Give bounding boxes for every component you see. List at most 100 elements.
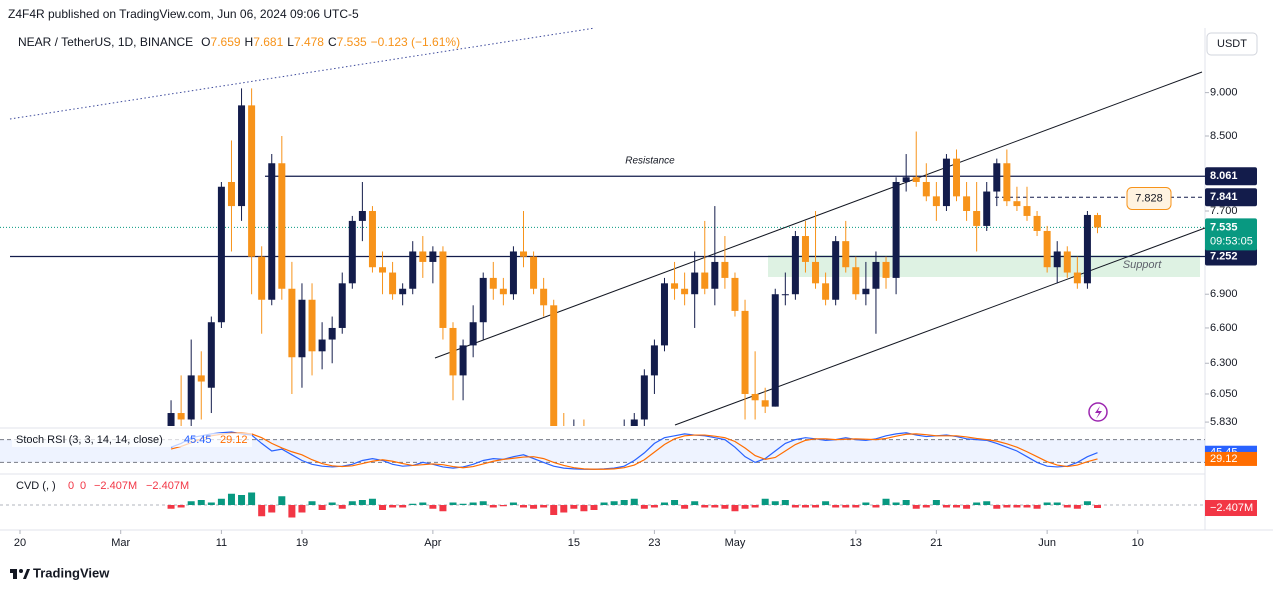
candle-body (953, 158, 961, 197)
candle-body (822, 283, 830, 300)
x-tick-label: Apr (424, 537, 441, 549)
candle-body (419, 251, 427, 262)
cvd-last-label: −2.407M (1210, 502, 1253, 514)
candle-body (701, 272, 709, 289)
candle-body (751, 393, 759, 401)
y-tick-label: 6.900 (1210, 288, 1238, 300)
candle-body (761, 400, 769, 407)
cvd-bar (741, 505, 749, 509)
cvd-bar (691, 501, 699, 505)
candle-body (650, 345, 658, 376)
candle-body (912, 177, 920, 182)
candle-body (1013, 201, 1021, 207)
currency-box[interactable] (1206, 32, 1258, 56)
level-label: 7.841 (1210, 191, 1238, 203)
cvd-bar (409, 503, 417, 505)
cvd-bar (862, 502, 870, 505)
y-tick-label: 8.500 (1210, 130, 1238, 142)
cvd-bar (681, 505, 689, 509)
cvd-bar (580, 505, 588, 512)
candle-body (187, 375, 195, 420)
candle-body (268, 163, 276, 300)
candle-body (439, 251, 447, 328)
cvd-bar (731, 505, 739, 512)
cvd-bar (630, 498, 638, 505)
y-tick-label: 7.700 (1210, 205, 1238, 217)
x-tick-label: 23 (648, 537, 660, 549)
cvd-bar (489, 505, 497, 508)
cvd-value: −2.407M (146, 480, 189, 492)
cvd-bar (993, 505, 1001, 509)
cvd-bar (751, 505, 759, 508)
cvd-bar (852, 505, 860, 508)
last-price-box (1205, 218, 1257, 251)
candle-body (540, 288, 548, 306)
ohlc-letter: L (287, 35, 294, 49)
candle-body (1093, 215, 1101, 228)
candle-body (671, 283, 679, 289)
y-tick-label: 9.000 (1210, 87, 1238, 99)
channel-lower (674, 227, 1206, 426)
cvd-bar (1053, 502, 1061, 505)
candle-body (177, 413, 185, 420)
candle-body (842, 241, 850, 268)
cvd-bar (711, 505, 719, 508)
cvd-bar (912, 505, 920, 509)
candle-body (872, 261, 880, 289)
candle-body (379, 267, 387, 273)
cvd-bar (368, 498, 376, 505)
cvd-bar (479, 501, 487, 505)
cvd-bar (640, 505, 648, 509)
cvd-bar (953, 505, 961, 508)
level-label: 8.061 (1210, 170, 1238, 182)
cvd-bar (1003, 505, 1011, 508)
stoch-title-bg (12, 433, 252, 447)
ohlc-letter: C (327, 35, 337, 49)
candle-body (630, 419, 638, 426)
candle-body (681, 288, 689, 295)
cvd-bar (288, 505, 296, 518)
cvd-bar (660, 502, 668, 505)
candle-body (862, 288, 870, 295)
candle-body (973, 210, 981, 226)
cvd-bar (318, 505, 326, 510)
cvd-bar (298, 505, 306, 513)
x-tick-label: 15 (568, 537, 580, 549)
candle-body (278, 163, 286, 289)
cvd-bar (177, 505, 185, 508)
cvd-bar (509, 502, 517, 505)
candle-body (318, 339, 326, 352)
cvd-bar (701, 505, 709, 508)
cvd-bar (963, 505, 971, 509)
candle-body (509, 251, 517, 295)
cvd-bar (399, 505, 407, 508)
candle-body (1073, 272, 1081, 284)
candle-body (338, 283, 346, 328)
candle-body (409, 251, 417, 289)
candle-body (801, 236, 809, 262)
x-tick-label: 10 (1132, 537, 1144, 549)
cvd-bar (842, 505, 850, 508)
cvd-bar (650, 505, 658, 508)
candles (167, 88, 1101, 426)
cvd-bar (1093, 505, 1101, 509)
cvd-bar (238, 495, 246, 505)
trend-line (9, 27, 596, 120)
level-label: 7.252 (1210, 250, 1238, 262)
channel-upper (434, 71, 1203, 359)
cvd-bar (1073, 505, 1081, 509)
cvd-bar (822, 501, 830, 505)
candle-body (993, 163, 1001, 192)
candle-body (197, 375, 205, 382)
callout-box (1126, 186, 1172, 210)
cvd-bar (791, 505, 799, 508)
ohlc-letter: H (244, 35, 254, 49)
stoch-d-line (170, 432, 1098, 470)
candle-body (479, 277, 487, 323)
last-price-label: 7.535 (1210, 221, 1238, 233)
candle-body (520, 251, 527, 257)
cvd-bar (268, 505, 276, 513)
publisher-line: Z4F4R published on TradingView.com, Jun … (8, 7, 359, 21)
